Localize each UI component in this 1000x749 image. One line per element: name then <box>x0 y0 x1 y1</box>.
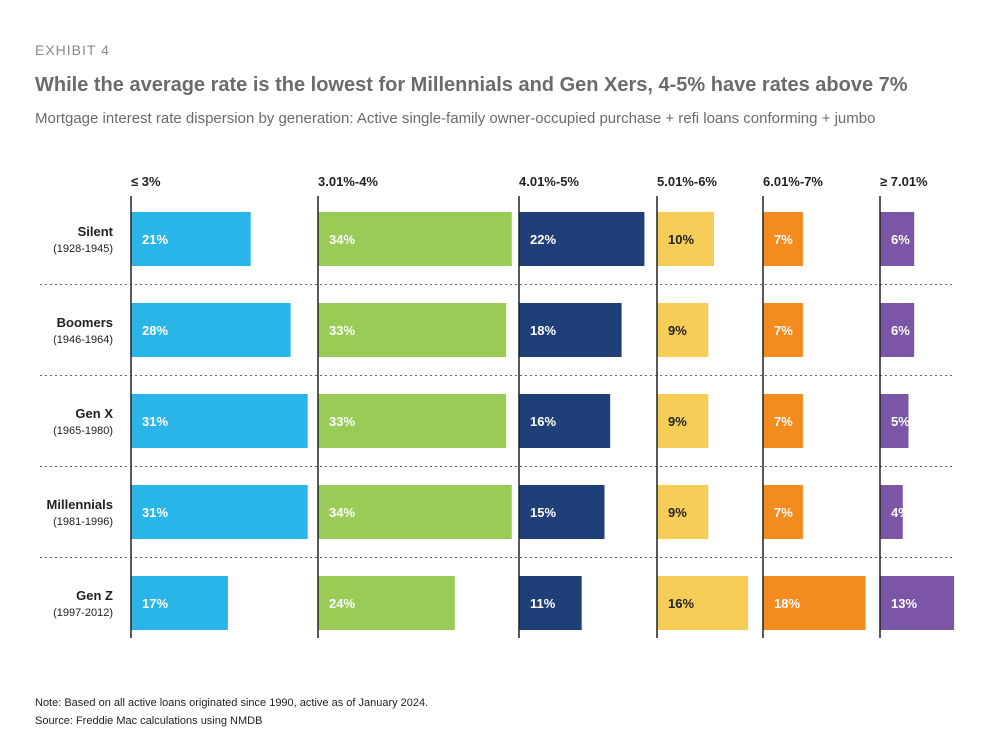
data-label: 33% <box>329 323 355 338</box>
category-years: (1928-1945) <box>53 243 113 255</box>
data-label: 24% <box>329 596 355 611</box>
data-label: 18% <box>774 596 800 611</box>
data-label: 7% <box>774 505 793 520</box>
column-header: 5.01%-6% <box>657 174 717 189</box>
data-label: 21% <box>142 232 168 247</box>
bar <box>131 303 291 357</box>
bar <box>880 303 915 357</box>
chart-title: While the average rate is the lowest for… <box>35 74 908 96</box>
bar <box>657 485 709 539</box>
data-label: 10% <box>668 232 694 247</box>
bar <box>318 576 455 630</box>
bar <box>657 394 709 448</box>
bar <box>880 212 915 266</box>
bar <box>318 212 512 266</box>
data-label: 31% <box>142 505 168 520</box>
data-label: 22% <box>530 232 556 247</box>
bar <box>519 485 605 539</box>
data-label: 18% <box>530 323 556 338</box>
column-header: ≥ 7.01% <box>880 174 928 189</box>
bar <box>519 303 622 357</box>
bar <box>318 303 507 357</box>
data-label: 7% <box>774 414 793 429</box>
bar <box>763 485 803 539</box>
data-label: 28% <box>142 323 168 338</box>
column-header: 6.01%-7% <box>763 174 823 189</box>
data-label: 6% <box>891 232 910 247</box>
data-label: 11% <box>530 596 556 611</box>
data-label: 4% <box>891 505 910 520</box>
data-label: 13% <box>891 596 917 611</box>
bar <box>131 576 228 630</box>
source-note: Source: Freddie Mac calculations using N… <box>35 715 263 727</box>
data-label: 34% <box>329 505 355 520</box>
bar <box>519 212 645 266</box>
data-label: 9% <box>668 505 687 520</box>
bar <box>131 485 308 539</box>
category-label: Millennials <box>47 497 113 512</box>
category-years: (1997-2012) <box>53 607 113 619</box>
bar <box>880 576 955 630</box>
bar <box>519 394 611 448</box>
bar <box>880 394 909 448</box>
chart-canvas: ≤ 3% 21% 28% 31% 31% 17% 3.01%-4% 34% 33% 33% 34% 2… <box>40 174 955 638</box>
data-label: 7% <box>774 323 793 338</box>
category-label: Silent <box>78 224 114 239</box>
bar <box>657 303 709 357</box>
category-label: Boomers <box>57 315 113 330</box>
data-label: 16% <box>530 414 556 429</box>
data-label: 6% <box>891 323 910 338</box>
category-label: Gen X <box>75 406 113 421</box>
bar <box>318 485 512 539</box>
data-label: 34% <box>329 232 355 247</box>
bar <box>519 576 582 630</box>
category-years: (1981-1996) <box>53 516 113 528</box>
bar <box>763 212 803 266</box>
bar <box>131 212 251 266</box>
exhibit-label: EXHIBIT 4 <box>35 42 110 58</box>
category-label: Gen Z <box>76 588 113 603</box>
column-header: ≤ 3% <box>131 174 161 189</box>
bar <box>880 485 903 539</box>
bar <box>131 394 308 448</box>
data-label: 16% <box>668 596 694 611</box>
bar <box>763 576 866 630</box>
bar <box>763 303 803 357</box>
data-label: 7% <box>774 232 793 247</box>
bar <box>763 394 803 448</box>
category-years: (1946-1964) <box>53 334 113 346</box>
data-label: 9% <box>668 414 687 429</box>
bar <box>657 576 749 630</box>
footnote: Note: Based on all active loans originat… <box>35 697 429 709</box>
data-label: 17% <box>142 596 168 611</box>
bar <box>657 212 714 266</box>
chart-subtitle: Mortgage interest rate dispersion by gen… <box>35 110 876 127</box>
data-label: 5% <box>891 414 910 429</box>
data-label: 15% <box>530 505 556 520</box>
category-years: (1965-1980) <box>53 425 113 437</box>
column-header: 4.01%-5% <box>519 174 579 189</box>
data-label: 9% <box>668 323 687 338</box>
data-label: 33% <box>329 414 355 429</box>
bar <box>318 394 507 448</box>
data-label: 31% <box>142 414 168 429</box>
column-header: 3.01%-4% <box>318 174 378 189</box>
